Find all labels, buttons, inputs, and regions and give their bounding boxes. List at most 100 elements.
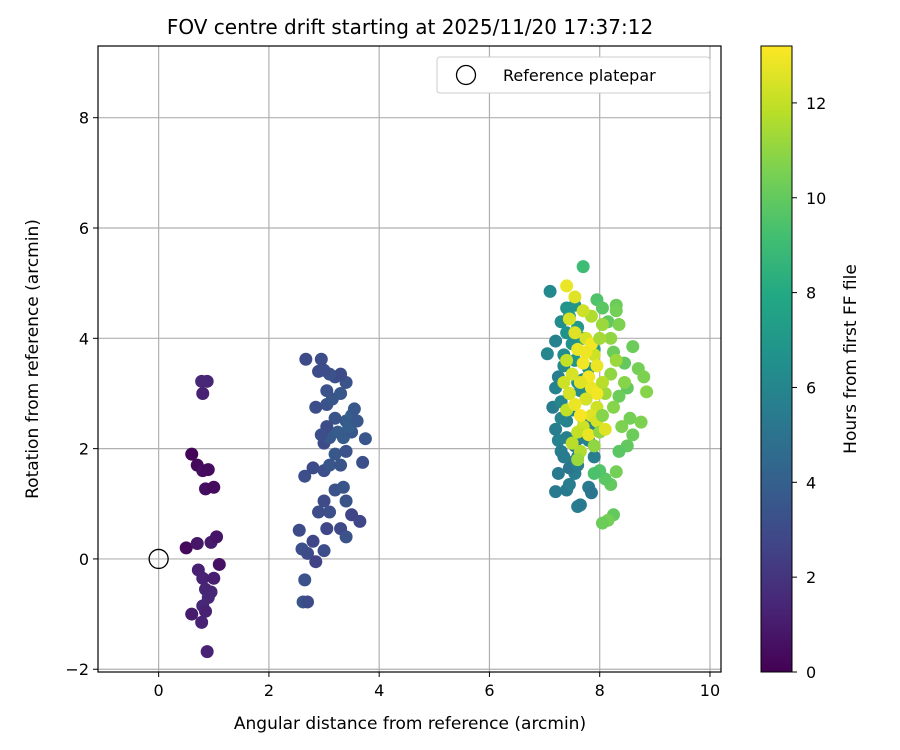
data-point xyxy=(576,304,590,318)
data-point xyxy=(582,428,596,442)
data-point xyxy=(301,595,315,609)
data-point xyxy=(196,386,210,400)
y-tick-label: 2 xyxy=(79,440,89,459)
data-point xyxy=(551,466,565,480)
data-point xyxy=(595,375,609,389)
data-point xyxy=(562,312,576,326)
data-point xyxy=(339,444,353,458)
reference-marker-layer xyxy=(148,548,169,570)
data-point xyxy=(317,363,331,377)
data-point xyxy=(571,425,585,439)
legend: Reference platepar xyxy=(436,56,711,94)
data-point xyxy=(200,645,214,659)
data-point xyxy=(298,573,312,587)
data-point xyxy=(334,386,348,400)
data-point xyxy=(185,447,199,461)
legend-box xyxy=(436,56,711,94)
x-tick-label: 6 xyxy=(484,681,494,700)
y-axis-label: Rotation from reference (arcmin) xyxy=(23,219,43,499)
data-point xyxy=(595,516,609,530)
data-point xyxy=(298,469,312,483)
data-point xyxy=(579,392,593,406)
data-point xyxy=(358,432,372,446)
data-point xyxy=(212,557,226,571)
data-point xyxy=(320,384,334,398)
data-point xyxy=(336,480,350,494)
data-point xyxy=(201,463,215,477)
data-point xyxy=(587,466,601,480)
data-point xyxy=(317,544,331,558)
data-point xyxy=(190,536,204,550)
data-point xyxy=(595,301,609,315)
data-point xyxy=(199,604,213,618)
data-point xyxy=(309,400,323,414)
data-point xyxy=(292,523,306,537)
data-points xyxy=(179,260,654,659)
data-point xyxy=(593,331,607,345)
data-point xyxy=(568,290,582,304)
x-axis-ticks: 0 2 4 6 8 10 xyxy=(154,672,720,700)
colorbar-label: Hours from first FF file xyxy=(841,264,861,454)
data-point xyxy=(612,389,626,403)
data-point xyxy=(549,422,563,436)
data-point xyxy=(587,450,601,464)
data-point xyxy=(634,415,648,429)
data-point xyxy=(353,514,367,528)
data-point xyxy=(350,414,364,428)
data-point xyxy=(595,409,609,423)
data-point xyxy=(540,347,554,361)
data-point xyxy=(595,318,609,332)
data-point xyxy=(347,402,361,416)
data-point xyxy=(562,386,576,400)
data-point xyxy=(323,505,337,519)
data-point xyxy=(196,571,210,585)
y-tick-label: −2 xyxy=(65,660,89,679)
colorbar-ticks: 0 2 4 6 8 10 12 xyxy=(792,94,826,682)
plot-frame xyxy=(97,45,722,673)
data-point xyxy=(573,498,587,512)
colorbar-tick-label: 12 xyxy=(806,94,826,113)
data-point xyxy=(612,318,626,332)
data-point xyxy=(339,494,353,508)
data-point xyxy=(301,546,315,560)
data-point xyxy=(179,541,193,555)
data-point xyxy=(562,477,576,491)
data-point xyxy=(626,428,640,442)
data-point xyxy=(334,367,348,381)
data-point xyxy=(573,409,587,423)
data-point xyxy=(560,353,574,367)
data-point xyxy=(565,367,579,381)
data-point xyxy=(590,359,604,373)
data-point xyxy=(549,334,563,348)
data-point xyxy=(568,398,582,412)
data-point xyxy=(609,465,623,479)
y-tick-label: 0 xyxy=(79,550,89,569)
colorbar: 0 2 4 6 8 10 12 Hours from first FF file xyxy=(760,45,861,682)
y-tick-label: 6 xyxy=(79,219,89,238)
data-point xyxy=(334,458,348,472)
x-tick-label: 0 xyxy=(154,681,164,700)
data-point xyxy=(339,530,353,544)
data-point xyxy=(579,345,593,359)
data-point xyxy=(637,370,651,384)
colorbar-tick-label: 0 xyxy=(806,663,816,682)
data-point xyxy=(615,420,629,434)
data-point xyxy=(312,505,326,519)
data-point xyxy=(356,455,370,469)
data-point xyxy=(623,411,637,425)
legend-reference-marker xyxy=(455,64,477,86)
data-point xyxy=(606,400,620,414)
colorbar-tick-label: 6 xyxy=(806,378,816,397)
data-point xyxy=(200,374,214,388)
data-point xyxy=(309,555,323,569)
data-point xyxy=(576,260,590,274)
colorbar-tick-label: 4 xyxy=(806,473,816,492)
data-point xyxy=(640,385,654,399)
data-point xyxy=(306,534,320,548)
data-point xyxy=(626,340,640,354)
data-point xyxy=(320,522,334,536)
legend-entry: Reference platepar xyxy=(503,66,656,85)
data-point xyxy=(618,375,632,389)
x-tick-label: 4 xyxy=(374,681,384,700)
